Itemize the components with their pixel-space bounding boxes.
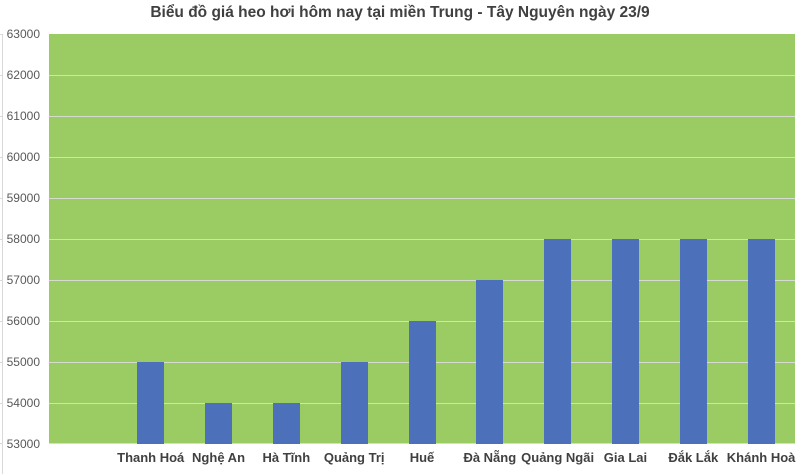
y-axis: 63000 62000 61000 60000 59000 58000 57000 56000… (0, 27, 42, 451)
y-axis-label: 56000 (6, 314, 40, 328)
y-axis-label: 62000 (6, 68, 40, 82)
chart-title: Biểu đồ giá heo hơi hôm nay tại miền Tru… (150, 4, 650, 21)
bar-Quảng Ngãi (544, 239, 572, 444)
y-axis-tick (0, 198, 3, 199)
x-axis-label: Nghệ An (192, 450, 246, 465)
bar-Huế (408, 321, 436, 444)
x-axis-label: Đắk Lắk (668, 450, 719, 465)
x-axis-label: Huế (409, 450, 435, 465)
x-axis-label: Quảng Trị (323, 450, 385, 465)
bar-Đắk Lắk (679, 239, 707, 444)
y-axis-tick (0, 75, 3, 76)
bar-Gia Lai (611, 239, 639, 444)
y-axis-tick (0, 280, 3, 281)
bar-Đà Nẵng (476, 280, 504, 444)
x-axis-label: Hà Tĩnh (262, 450, 311, 465)
y-axis-label: 61000 (6, 109, 40, 123)
y-axis-tick (0, 116, 3, 117)
y-axis-label: 58000 (6, 232, 40, 246)
y-axis-line (2, 34, 3, 474)
y-axis-label: 59000 (6, 191, 40, 205)
bar-Nghệ An (205, 403, 233, 444)
gridline (49, 157, 795, 158)
y-axis-tick (0, 239, 3, 240)
y-axis-tick (0, 157, 3, 158)
x-axis-label: Đà Nẵng (463, 450, 517, 465)
x-axis-label: Gia Lai (603, 450, 648, 465)
gridline (49, 239, 795, 240)
y-axis-tick (0, 443, 3, 444)
plot-area (49, 34, 795, 444)
bar-Quảng Trị (340, 362, 368, 444)
y-axis-tick (0, 362, 3, 363)
y-axis-label: 63000 (6, 27, 40, 41)
x-axis-label: Quảng Ngãi (521, 450, 595, 465)
gridline (49, 198, 795, 199)
y-axis-label: 55000 (6, 355, 40, 369)
y-axis-tick (0, 403, 3, 404)
y-axis-label: 60000 (6, 150, 40, 164)
x-axis-label: Khánh Hoà (726, 450, 796, 465)
gridline (49, 75, 795, 76)
bar-Thanh Hoá (137, 362, 165, 444)
x-axis: Thanh Hoá Nghệ An Hà Tĩnh Quảng Trị Huế Đà Nẵ… (49, 450, 795, 470)
y-axis-tick (0, 34, 3, 35)
y-axis-label: 57000 (6, 273, 40, 287)
y-axis-tick (0, 321, 3, 322)
y-axis-label: 54000 (6, 396, 40, 410)
bar-Hà Tĩnh (272, 403, 300, 444)
bar-Khánh Hoà (747, 239, 775, 444)
x-axis-label: Thanh Hoá (117, 450, 185, 465)
y-axis-label: 53000 (6, 437, 40, 451)
gridline (49, 280, 795, 281)
gridline (49, 116, 795, 117)
